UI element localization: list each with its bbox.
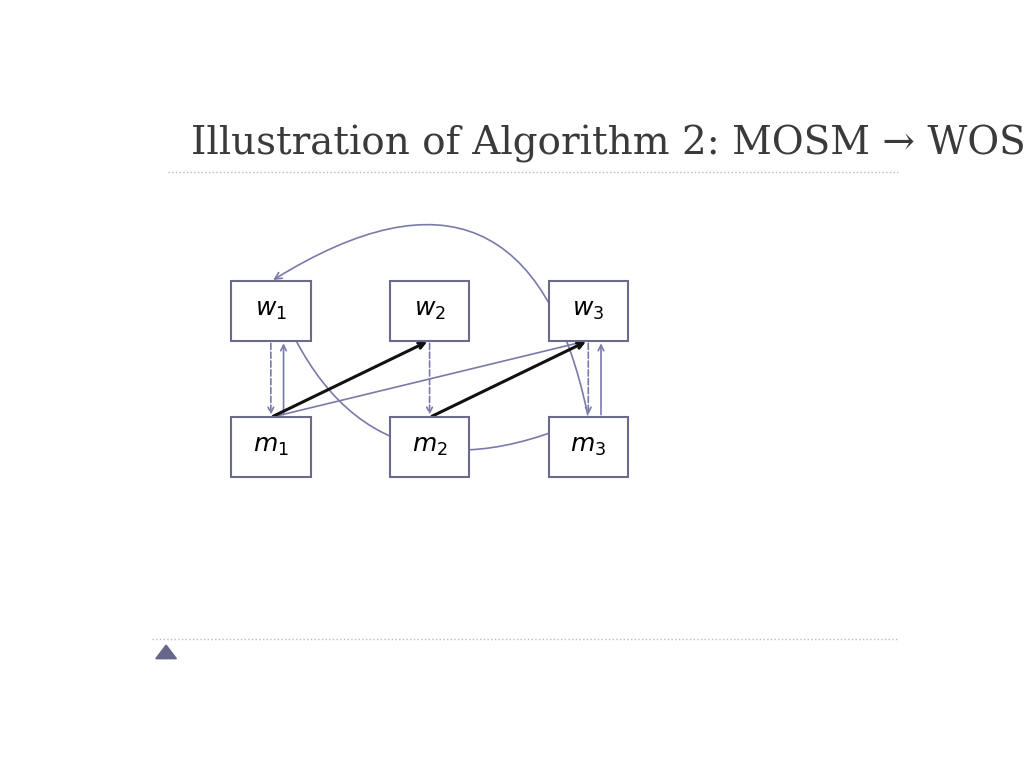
Text: $m_{3}$: $m_{3}$ bbox=[570, 435, 606, 458]
FancyBboxPatch shape bbox=[549, 281, 628, 340]
FancyBboxPatch shape bbox=[390, 418, 469, 476]
FancyArrowPatch shape bbox=[274, 224, 588, 415]
Text: $m_{2}$: $m_{2}$ bbox=[412, 435, 447, 458]
Text: $w_{2}$: $w_{2}$ bbox=[414, 300, 445, 323]
FancyBboxPatch shape bbox=[549, 418, 628, 476]
FancyBboxPatch shape bbox=[231, 281, 310, 340]
FancyArrowPatch shape bbox=[271, 286, 586, 450]
Text: Illustration of Algorithm 2: MOSM → WOSM: Illustration of Algorithm 2: MOSM → WOSM bbox=[191, 124, 1024, 163]
FancyBboxPatch shape bbox=[390, 281, 469, 340]
FancyBboxPatch shape bbox=[231, 418, 310, 476]
Text: $w_{1}$: $w_{1}$ bbox=[255, 300, 287, 323]
Polygon shape bbox=[156, 645, 176, 659]
Text: $w_{3}$: $w_{3}$ bbox=[572, 300, 604, 323]
Text: $m_{1}$: $m_{1}$ bbox=[253, 435, 289, 458]
